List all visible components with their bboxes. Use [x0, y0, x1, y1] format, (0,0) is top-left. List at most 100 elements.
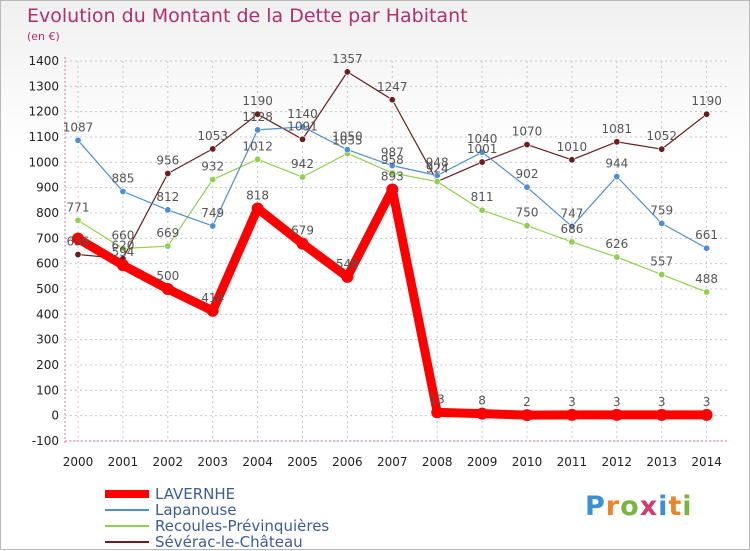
data-point — [254, 126, 262, 134]
x-tick-label: 2005 — [287, 455, 318, 469]
x-tick-label: 2007 — [377, 455, 408, 469]
x-tick-label: 2011 — [557, 455, 588, 469]
data-label: 1070 — [512, 125, 543, 139]
data-label: 686 — [560, 222, 583, 236]
data-label: 620 — [111, 239, 134, 253]
data-point — [386, 183, 399, 196]
data-point — [72, 232, 84, 245]
data-label: 594 — [111, 245, 134, 259]
data-label: 3 — [613, 395, 621, 409]
proxiti-logo: Proxiti — [585, 491, 693, 522]
data-point — [568, 156, 576, 164]
data-label: 1091 — [287, 119, 318, 133]
x-tick-label: 2008 — [422, 455, 453, 469]
data-point — [74, 136, 82, 144]
data-point — [343, 68, 351, 76]
data-point — [658, 145, 666, 153]
x-tick-label: 2000 — [63, 455, 94, 469]
data-point — [433, 178, 441, 186]
x-tick-label: 2006 — [332, 455, 363, 469]
data-point — [478, 158, 486, 166]
data-point — [74, 216, 82, 224]
data-point — [388, 162, 396, 170]
x-tick-label: 2002 — [153, 455, 184, 469]
y-tick-label: 100 — [36, 383, 59, 397]
y-tick-label: 1000 — [28, 155, 59, 169]
data-point — [296, 237, 309, 250]
y-tick-label: 900 — [36, 181, 59, 195]
data-point — [431, 406, 444, 419]
data-label: 1190 — [242, 94, 273, 108]
y-tick-label: 0 — [51, 409, 59, 423]
x-tick-label: 2010 — [512, 455, 543, 469]
logo-letter: x — [639, 491, 659, 522]
data-point — [343, 146, 351, 154]
data-point — [521, 409, 533, 422]
data-point — [388, 169, 396, 177]
data-label: 488 — [695, 272, 718, 286]
data-point — [341, 270, 354, 283]
x-tick-label: 2001 — [108, 455, 139, 469]
data-label: 942 — [291, 157, 314, 171]
data-point — [433, 172, 441, 180]
data-label: 8 — [478, 394, 486, 408]
y-tick-label: 300 — [36, 333, 59, 347]
y-tick-label: 800 — [36, 206, 59, 220]
y-tick-label: 500 — [36, 282, 59, 296]
data-point — [251, 202, 264, 215]
data-label: 1053 — [197, 129, 228, 143]
data-label: 557 — [650, 255, 673, 269]
data-point — [164, 242, 172, 250]
data-point — [209, 145, 217, 153]
logo-letter: P — [585, 491, 606, 522]
data-point — [523, 222, 531, 230]
data-point — [568, 222, 576, 230]
logo-letter: o — [620, 491, 640, 522]
data-point — [613, 173, 621, 181]
y-tick-label: 200 — [36, 358, 59, 372]
data-label: 3 — [703, 395, 711, 409]
data-label: 987 — [381, 146, 404, 160]
data-label: 626 — [605, 237, 628, 251]
x-tick-label: 2004 — [242, 455, 273, 469]
data-label: 818 — [246, 188, 269, 202]
data-point — [209, 222, 217, 230]
data-point — [478, 148, 486, 156]
data-label: 1081 — [602, 122, 633, 136]
data-label: 548 — [336, 257, 359, 271]
data-point — [254, 155, 262, 163]
chart-unit: (en €) — [27, 30, 60, 43]
data-point — [523, 141, 531, 149]
y-tick-label: 1300 — [28, 79, 59, 93]
data-label: 893 — [381, 169, 404, 183]
data-label: 750 — [516, 206, 539, 220]
data-label: 771 — [67, 200, 90, 214]
data-label: 679 — [291, 224, 314, 238]
y-tick-label: 700 — [36, 231, 59, 245]
data-label: 636 — [67, 235, 90, 249]
data-label: 759 — [650, 203, 673, 217]
y-tick-label: 400 — [36, 307, 59, 321]
data-point — [116, 259, 129, 272]
legend-label: LAVERNHE — [155, 485, 235, 503]
data-point — [523, 183, 531, 191]
data-point — [655, 408, 668, 421]
data-label: 924 — [426, 162, 449, 176]
data-point — [164, 169, 172, 177]
legend-label: Recoules-Prévinquières — [155, 517, 329, 535]
data-point — [568, 238, 576, 246]
data-label: 902 — [516, 167, 539, 181]
data-label: 1190 — [691, 94, 722, 108]
logo-letter: i — [682, 491, 693, 522]
data-label: 924 — [426, 162, 449, 176]
data-label: 932 — [201, 160, 224, 174]
data-point — [206, 304, 219, 317]
data-point — [161, 283, 174, 295]
data-label: 747 — [560, 206, 583, 220]
data-label: 2 — [523, 395, 531, 409]
y-tick-label: -100 — [32, 434, 59, 448]
data-point — [700, 408, 713, 421]
data-point — [658, 271, 666, 279]
